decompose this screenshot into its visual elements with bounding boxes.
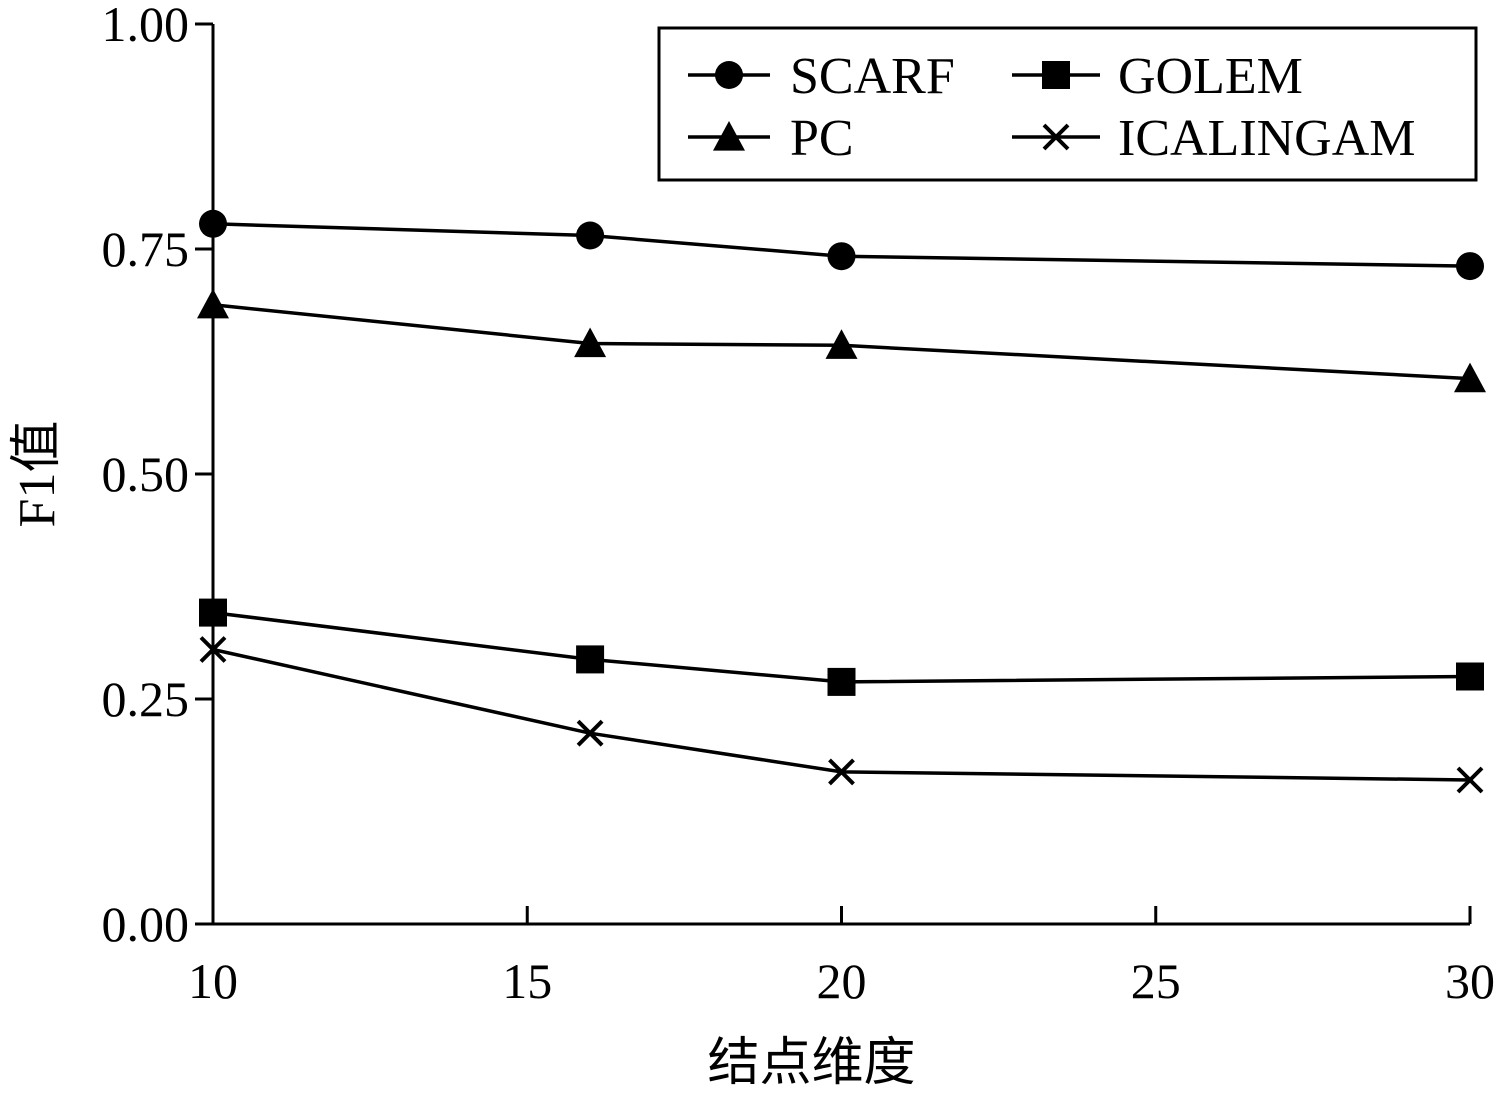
data-point-icalingam [576,719,604,747]
axes: 0.00 0.25 0.50 0.75 1.00 10 15 20 25 30 结点维度 F1值 [9,0,1495,1092]
y-tick-label: 0.75 [102,221,190,277]
data-point-golem [827,667,856,696]
legend-marker-golem [1042,61,1070,89]
marker-x-stroke [828,758,855,786]
data-point-icalingam [1456,766,1484,794]
x-tick-label: 15 [502,953,552,1009]
y-tick-label: 0.00 [102,896,190,952]
legend-marker-pc [713,121,745,151]
legend-label-golem: GOLEM [1118,48,1303,105]
data-point-golem [199,598,227,627]
series-line-icalingam [212,647,1471,782]
data-point-scarf [199,209,227,238]
legend-entry-golem: GOLEM [1012,48,1303,105]
y-tick-label: 0.50 [102,446,190,502]
legend-marker-icalingam [1042,123,1070,151]
series-icalingam [199,636,1484,794]
legend-marker-scarf [715,61,743,89]
data-point-pc [574,327,607,358]
data-point-icalingam [199,636,227,663]
data-point-pc [1454,362,1486,393]
y-tick-label: 1.00 [102,0,190,52]
x-tick-label: 20 [817,953,867,1009]
data-point-pc [197,288,229,319]
legend-label-pc: PC [790,110,854,167]
x-tick-label: 30 [1445,953,1495,1009]
data-point-pc [825,329,858,359]
series-layer [197,209,1486,794]
marker-x-stroke [576,719,604,747]
legend-label-icalingam: ICALINGAM [1118,110,1416,167]
x-tick-label: 10 [188,953,238,1009]
legend-label-scarf: SCARF [790,48,955,105]
series-line-pc [212,303,1471,381]
data-point-golem [1456,662,1484,691]
series-line-golem [212,610,1471,684]
series-line-scarf [212,222,1471,268]
marker-x-stroke [199,636,227,663]
x-tick-label: 25 [1131,953,1181,1009]
data-point-icalingam [828,758,855,786]
legend-box [657,26,1478,182]
legend-entry-pc: PC [688,110,854,167]
series-scarf [199,209,1484,281]
data-point-scarf [576,221,605,250]
marker-x-stroke [1042,123,1070,151]
legend-entry-icalingam: ICALINGAM [1012,110,1416,167]
legend: SCARF GOLEM PC ICALINGAM [657,26,1478,182]
data-point-scarf [1456,252,1484,281]
legend-entry-scarf: SCARF [688,48,955,105]
data-point-golem [576,645,605,674]
marker-x-stroke [1456,766,1484,794]
data-point-scarf [827,242,856,271]
y-tick-label: 0.25 [102,671,190,727]
series-golem [199,598,1484,696]
y-axis-title: F1值 [9,421,66,528]
x-axis-title: 结点维度 [707,1035,915,1092]
series-pc [197,288,1486,393]
